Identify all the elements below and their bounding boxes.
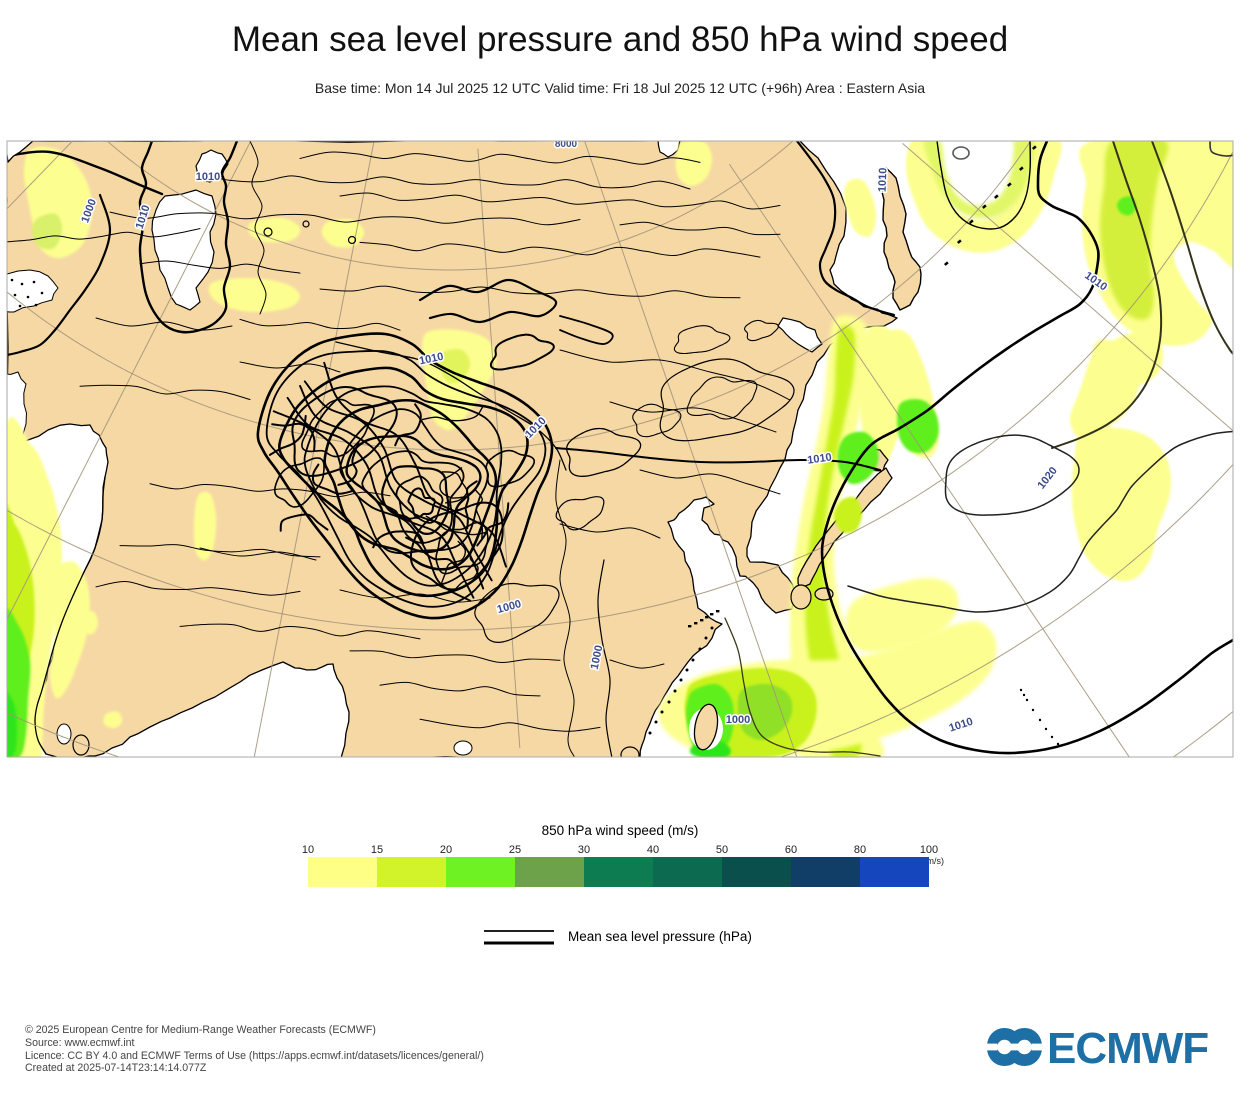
svg-text:1010: 1010: [196, 171, 220, 183]
svg-text:50: 50: [716, 844, 728, 856]
svg-text:100: 100: [920, 844, 938, 856]
svg-text:ECMWF: ECMWF: [1047, 1026, 1208, 1070]
svg-text:30: 30: [578, 844, 590, 856]
svg-text:1000: 1000: [726, 714, 750, 726]
svg-text:60: 60: [785, 844, 797, 856]
svg-text:25: 25: [509, 844, 521, 856]
svg-text:80: 80: [854, 844, 866, 856]
svg-text:1010: 1010: [807, 451, 833, 466]
svg-text:20: 20: [440, 844, 452, 856]
svg-text:40: 40: [647, 844, 659, 856]
svg-text:1010: 1010: [877, 167, 890, 192]
svg-text:(m/s): (m/s): [924, 856, 945, 866]
svg-text:8000: 8000: [555, 139, 578, 150]
svg-text:10: 10: [302, 844, 314, 856]
svg-text:15: 15: [371, 844, 383, 856]
